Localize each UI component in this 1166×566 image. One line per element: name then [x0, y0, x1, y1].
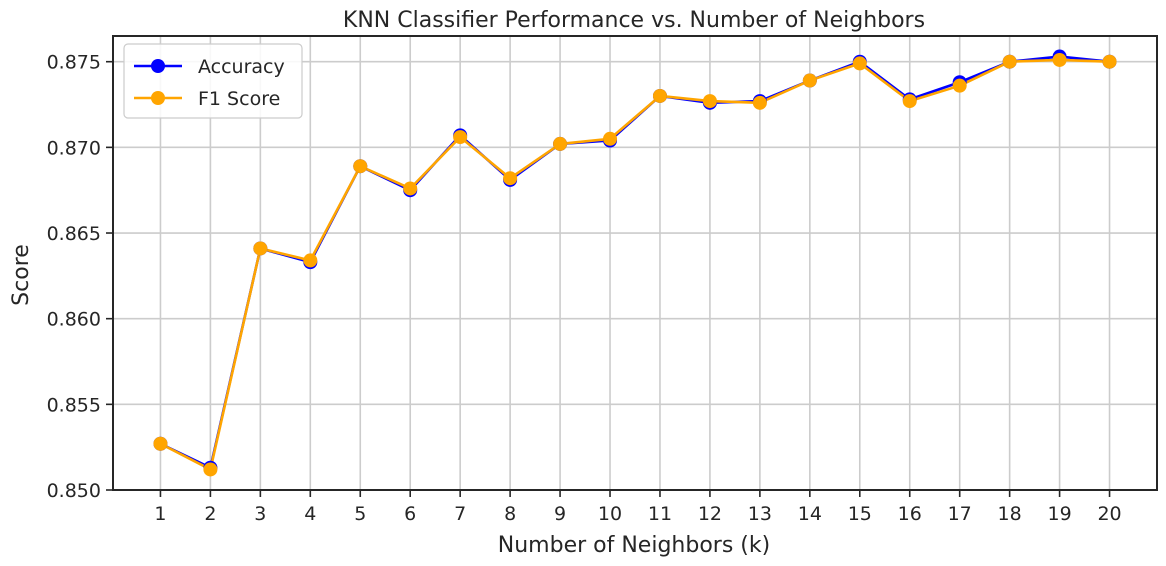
x-tick-label: 19 — [1047, 503, 1071, 525]
x-tick-label: 9 — [554, 503, 566, 525]
series-2-point — [1002, 54, 1017, 69]
legend-marker-2 — [151, 91, 165, 105]
y-axis-ticks: 0.850 0.855 0.860 0.865 0.870 0.875 — [47, 52, 113, 502]
series-2-point — [403, 181, 418, 196]
series-line-2 — [159, 58, 1110, 471]
x-tick-label: 2 — [204, 503, 216, 525]
series-2-point — [1052, 52, 1067, 67]
series-2-point — [303, 253, 318, 268]
y-tick-label: 0.850 — [47, 480, 101, 502]
x-tick-label: 12 — [698, 503, 722, 525]
x-tick-label: 1 — [154, 503, 166, 525]
legend-marker-1 — [151, 59, 165, 73]
x-tick-label: 15 — [848, 503, 872, 525]
series-2-point — [802, 73, 817, 88]
series-2-point — [203, 462, 218, 477]
x-tick-label: 6 — [404, 503, 416, 525]
x-axis-label: Number of Neighbors (k) — [498, 533, 770, 558]
x-tick-label: 5 — [354, 503, 366, 525]
x-tick-label: 10 — [598, 503, 622, 525]
x-tick-label: 18 — [998, 503, 1022, 525]
series-2-point — [453, 130, 468, 145]
series-2-point — [1102, 54, 1117, 69]
series-2-point — [702, 94, 717, 109]
series-2-point — [652, 88, 667, 103]
x-tick-label: 8 — [504, 503, 516, 525]
series-2-point — [852, 56, 867, 71]
x-tick-label: 14 — [798, 503, 822, 525]
chart-title: KNN Classifier Performance vs. Number of… — [343, 8, 925, 33]
x-tick-label: 4 — [304, 503, 316, 525]
y-tick-label: 0.865 — [47, 223, 101, 245]
series-2-point — [603, 131, 618, 146]
x-axis-ticks: 1 2 3 4 5 6 7 8 9 10 11 12 13 14 15 16 17 18 19 20 — [154, 490, 1122, 525]
series-2-point — [553, 136, 568, 151]
legend-label-1: Accuracy — [198, 56, 285, 78]
legend-box — [123, 43, 303, 119]
x-tick-label: 11 — [648, 503, 672, 525]
x-tick-label: 20 — [1097, 503, 1121, 525]
plot-frame — [112, 35, 1158, 491]
series-2-point — [353, 159, 368, 174]
x-tick-label: 7 — [454, 503, 466, 525]
series-2-point — [253, 241, 268, 256]
y-tick-label: 0.860 — [47, 309, 101, 331]
y-tick-label: 0.855 — [47, 394, 101, 416]
legend: Accuracy F1 Score — [123, 43, 303, 119]
series-2-point — [752, 95, 767, 110]
series-2-point — [153, 436, 168, 451]
y-tick-label: 0.875 — [47, 52, 101, 74]
grid — [113, 36, 1157, 491]
series-markers — [153, 49, 1117, 477]
x-tick-label: 13 — [748, 503, 772, 525]
legend-label-2: F1 Score — [198, 88, 280, 110]
series-2-point — [952, 78, 967, 93]
x-tick-label: 16 — [898, 503, 922, 525]
series-lines — [159, 55, 1110, 471]
x-tick-label: 3 — [254, 503, 266, 525]
series-2-point — [503, 171, 518, 186]
y-axis-label: Score — [9, 244, 34, 306]
series-2-point — [902, 94, 917, 109]
x-tick-label: 17 — [948, 503, 972, 525]
y-tick-label: 0.870 — [47, 137, 101, 159]
